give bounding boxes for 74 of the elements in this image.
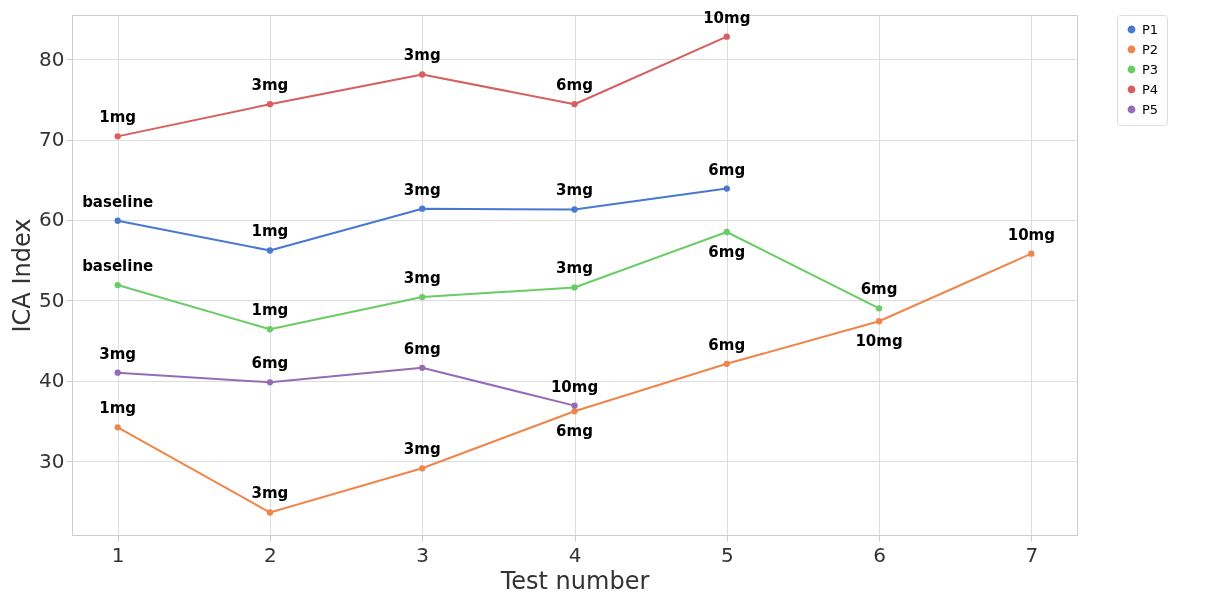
legend-label: P3 [1142, 61, 1159, 77]
x-tick-label: 4 [568, 542, 582, 567]
annotation: 10mg [1007, 225, 1055, 244]
annotation: 6mg [403, 339, 441, 358]
point [266, 509, 274, 516]
point [875, 305, 883, 312]
point [571, 284, 578, 291]
x-tick-label: 5 [720, 542, 734, 567]
annotation: 6mg [708, 243, 746, 261]
annotation: 1mg [99, 399, 137, 418]
legend-label: P5 [1142, 101, 1159, 117]
annotation: 10mg [855, 332, 903, 351]
x-tick-label: 7 [1025, 542, 1039, 567]
annotation: 3mg [403, 46, 441, 65]
point [114, 133, 121, 140]
annotation: 10mg [703, 8, 751, 27]
point [723, 360, 730, 367]
annotation: 3mg [251, 76, 289, 95]
annotation: 1mg [251, 222, 289, 241]
annotation: 3mg [403, 180, 441, 199]
point [266, 379, 274, 386]
annotation: 3mg [99, 344, 137, 363]
point [114, 217, 121, 224]
annotation: baseline [82, 257, 154, 276]
annotation: 6mg [556, 76, 593, 95]
annotation: 6mg [860, 280, 898, 299]
point [266, 101, 274, 108]
point [419, 71, 426, 78]
point [114, 281, 121, 289]
point [266, 326, 274, 333]
point [723, 33, 730, 40]
annotation: 3mg [556, 181, 593, 200]
annotation: 6mg [708, 335, 746, 354]
annotation: 3mg [251, 484, 289, 503]
point [114, 369, 121, 376]
x-tick-label: 2 [264, 542, 277, 567]
y-tick-label: 40 [39, 368, 65, 393]
legend-label: P4 [1142, 81, 1159, 97]
point [266, 247, 274, 254]
point [571, 101, 578, 108]
annotation: baseline [82, 192, 154, 211]
point [571, 402, 578, 409]
x-tick-label: 3 [416, 542, 430, 567]
point [419, 364, 426, 371]
y-tick-label: 80 [39, 46, 65, 71]
y-tick-label: 60 [39, 207, 65, 232]
annotation: 6mg [251, 354, 289, 373]
annotation: 6mg [556, 422, 593, 441]
annotation: 1mg [99, 108, 137, 127]
y-tick-label: 30 [39, 448, 65, 473]
y-axis-title: ICA Index [8, 218, 37, 333]
point [1028, 250, 1035, 257]
legend-label: P2 [1142, 41, 1159, 57]
point [114, 424, 121, 431]
point [419, 465, 426, 472]
point [571, 408, 578, 415]
y-tick-label: 50 [39, 287, 65, 312]
point [571, 206, 578, 213]
point [419, 293, 426, 301]
legend-label: P1 [1142, 21, 1159, 37]
annotation: 3mg [403, 269, 441, 288]
annotation: 3mg [556, 259, 593, 278]
x-tick-label: 6 [873, 542, 886, 567]
annotation: 10mg [550, 377, 599, 396]
point [875, 318, 883, 325]
x-tick-label: 1 [111, 542, 125, 567]
annotation: 6mg [708, 160, 746, 179]
point [419, 205, 426, 212]
annotation: 1mg [251, 301, 289, 320]
y-tick-label: 70 [39, 127, 65, 152]
point [723, 185, 730, 192]
x-axis-title: Test number [499, 566, 650, 595]
point [723, 228, 730, 236]
annotation: 3mg [403, 440, 441, 459]
